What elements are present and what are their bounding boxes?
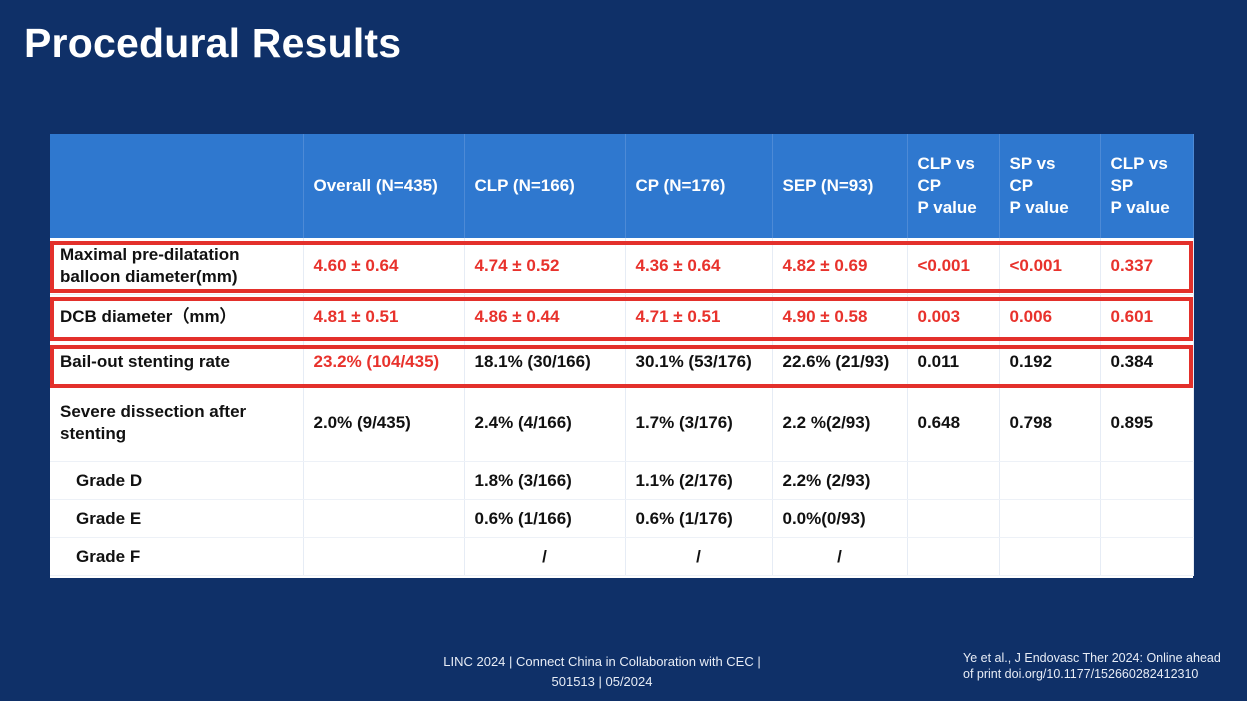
header-cp: CP (N=176) [625, 134, 773, 238]
highlight-box-predilatation [50, 241, 1193, 293]
table-cell: 2.0% (9/435) [303, 384, 465, 462]
table-cell: 1.8% (3/166) [464, 461, 626, 500]
table-cell: / [625, 537, 773, 576]
table-row: DCB diameter（mm） 4.81 ± 0.51 4.86 ± 0.44… [50, 294, 1194, 340]
table-cell [303, 461, 465, 500]
table-cell: 0.337 [1100, 238, 1194, 295]
table-cell: 0.6% (1/166) [464, 499, 626, 538]
table-cell: 4.90 ± 0.58 [772, 294, 908, 340]
row-label: Severe dissection after stenting [50, 384, 304, 462]
footer-text: LINC 2024 | Connect China in Collaborati… [400, 652, 804, 692]
header-sep: SEP (N=93) [772, 134, 908, 238]
table-cell: 0.895 [1100, 384, 1194, 462]
table-cell: <0.001 [907, 238, 1000, 295]
footer-line-1: LINC 2024 | Connect China in Collaborati… [443, 654, 761, 669]
header-cell-empty [50, 134, 304, 238]
table-row: Grade F / / / [50, 537, 1194, 576]
table-row: Severe dissection after stenting 2.0% (9… [50, 384, 1194, 462]
footer-line-2: 501513 | 05/2024 [551, 674, 653, 689]
table-cell: 0.6% (1/176) [625, 499, 773, 538]
citation-line-2: of print doi.org/10.1177/15266028241231​… [963, 667, 1199, 681]
header-clp-vs-sp: CLP vs SP P value [1100, 134, 1194, 238]
table-cell: 4.60 ± 0.64 [303, 238, 465, 295]
header-overall: Overall (N=435) [303, 134, 465, 238]
table-cell: 2.2% (2/93) [772, 461, 908, 500]
table-row: Grade E 0.6% (1/166) 0.6% (1/176) 0.0%(0… [50, 499, 1194, 538]
row-label: Grade F [50, 537, 304, 576]
table-cell: 0.0%(0/93) [772, 499, 908, 538]
citation-line-1: Ye et al., J Endovasc Ther 2024: Online … [963, 651, 1221, 665]
table-cell [907, 499, 1000, 538]
table-cell: 1.7% (3/176) [625, 384, 773, 462]
table-cell: 4.82 ± 0.69 [772, 238, 908, 295]
table-cell: 4.86 ± 0.44 [464, 294, 626, 340]
table-cell [907, 461, 1000, 500]
table-cell [999, 461, 1101, 500]
citation: Ye et al., J Endovasc Ther 2024: Online … [963, 650, 1247, 682]
table-cell [1100, 461, 1194, 500]
table-cell [1100, 499, 1194, 538]
table-cell: 0.003 [907, 294, 1000, 340]
table-cell: / [772, 537, 908, 576]
table-cell [1100, 537, 1194, 576]
table-cell: 2.2 %(2/93) [772, 384, 908, 462]
table-cell [999, 499, 1101, 538]
table-cell: 2.4% (4/166) [464, 384, 626, 462]
table-cell: <0.001 [999, 238, 1101, 295]
row-label: DCB diameter（mm） [50, 294, 304, 340]
header-clp: CLP (N=166) [464, 134, 626, 238]
table-row: Grade D 1.8% (3/166) 1.1% (2/176) 2.2% (… [50, 461, 1194, 500]
row-label: Grade E [50, 499, 304, 538]
table-cell: 0.006 [999, 294, 1101, 340]
table-cell: 0.798 [999, 384, 1101, 462]
table-header-row: Overall (N=435) CLP (N=166) CP (N=176) S… [50, 134, 1194, 238]
table-cell: 4.74 ± 0.52 [464, 238, 626, 295]
table-row: Maximal pre-dilatation balloon diameter(… [50, 238, 1194, 295]
header-clp-vs-cp: CLP vs CP P value [907, 134, 1000, 238]
table-cell: 0.648 [907, 384, 1000, 462]
table-cell [907, 537, 1000, 576]
table-cell [303, 537, 465, 576]
table-cell: / [464, 537, 626, 576]
row-label: Grade D [50, 461, 304, 500]
table-cell: 4.36 ± 0.64 [625, 238, 773, 295]
header-sp-vs-cp: SP vs CP P value [999, 134, 1101, 238]
table-cell [999, 537, 1101, 576]
results-table: Overall (N=435) CLP (N=166) CP (N=176) S… [50, 134, 1194, 578]
table-cell [303, 499, 465, 538]
highlight-box-dcb-diameter [50, 297, 1193, 341]
highlight-box-bailout [50, 345, 1193, 388]
slide-title: Procedural Results [24, 20, 402, 66]
table-cell: 1.1% (2/176) [625, 461, 773, 500]
row-label: Maximal pre-dilatation balloon diameter(… [50, 238, 304, 295]
